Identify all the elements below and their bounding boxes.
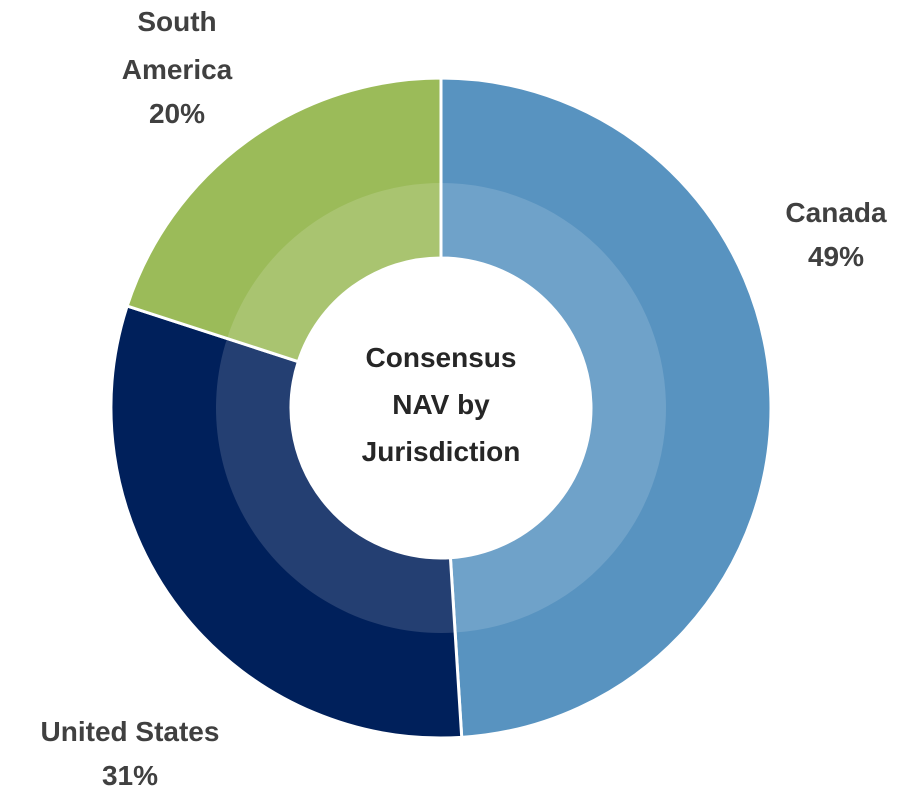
donut-slice [109,304,464,740]
donut-slice-inner [215,338,456,633]
slice-label: Canada [785,197,887,228]
donut-slice [439,76,773,739]
slice-value-label: 31% [101,760,159,791]
donut-slice-inner [441,183,667,633]
slice-label: South America [121,6,233,85]
donut-slice [125,76,443,364]
chart-title: Consensus NAV by Jurisdiction [361,342,521,467]
slice-label: United States [40,716,220,747]
slice-value-label: 20% [148,98,206,129]
slice-value-label: 49% [807,241,865,272]
donut-slice-inner [227,183,441,362]
